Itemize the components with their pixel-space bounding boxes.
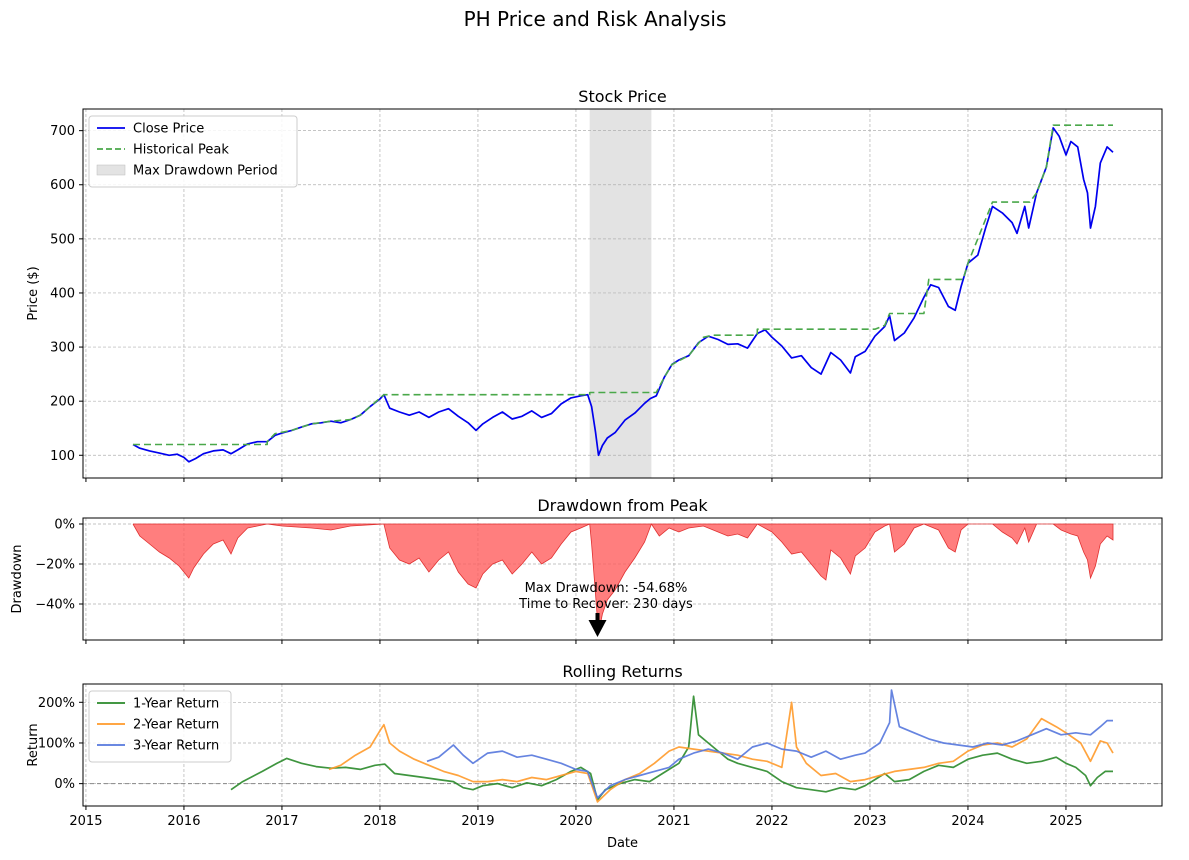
panel-title: Stock Price [578,87,666,106]
panel-title: Drawdown from Peak [537,496,708,515]
y-tick-label: 700 [50,124,75,139]
x-tick-label: 2019 [461,814,494,829]
legend-label: Historical Peak [133,143,229,158]
drawdown-area [132,523,1114,634]
y-tick-label: 200% [38,696,75,711]
y-axis-label: Drawdown [10,544,25,613]
y-tick-label: 100 [50,449,75,464]
legend: Close Price Historical Peak Max Drawdown P… [88,115,298,188]
y-tick-label: −20% [35,558,75,573]
series-line-0 [230,695,1113,801]
x-tick-label: 2015 [69,814,102,829]
panel-2: Drawdown from Peak 0% −20% −40% Drawdown Max … [10,496,1163,644]
legend-swatch [96,164,126,176]
y-tick-label: 100% [38,736,75,751]
legend-label: 3-Year Return [133,739,219,754]
plot-area [132,523,1114,634]
legend-box [88,115,298,188]
plot-frame [82,108,1163,479]
y-tick-label: 400 [50,286,75,301]
plot-frame [82,683,1163,807]
panel-3: Rolling Returns 0% 100% 200% 2015 2016 2017 201… [26,662,1163,851]
legend-label: 1-Year Return [133,697,219,712]
y-tick-label: 300 [50,341,75,356]
x-axis-label: Date [607,836,638,851]
panel-1: Stock Price 100 200 300 400 500 600 700 Price ($… [26,87,1163,482]
x-tick-label: 2021 [657,814,690,829]
y-tick-label: −40% [35,598,75,613]
plot-area [132,124,1114,463]
max-drawdown-span [589,109,652,478]
y-tick-label: 0% [54,518,75,533]
plot-area [83,689,1162,803]
series-line-2 [426,689,1113,799]
x-tick-label: 2017 [265,814,298,829]
x-tick-label: 2022 [755,814,788,829]
x-tick-label: 2018 [363,814,396,829]
annotation-max-drawdown: Max Drawdown: -54.68% [525,581,688,596]
series-line-0 [132,127,1114,463]
x-tick-label: 2025 [1049,814,1082,829]
figure-title: PH Price and Risk Analysis [464,7,727,31]
annotation-arrow-head [588,620,607,637]
x-tick-label: 2023 [853,814,886,829]
legend-label: 2-Year Return [133,718,219,733]
annotation-recover-days: Time to Recover: 230 days [518,597,693,612]
y-tick-label: 500 [50,232,75,247]
x-tick-label: 2016 [167,814,200,829]
y-tick-label: 600 [50,178,75,193]
y-axis-label: Price ($) [26,266,41,320]
y-axis-label: Return [26,723,41,766]
panel-title: Rolling Returns [562,662,682,681]
y-tick-label: 200 [50,395,75,410]
y-tick-label: 0% [54,777,75,792]
legend: 1-Year Return 2-Year Return 3-Year Return [88,690,232,763]
legend-label: Max Drawdown Period [133,164,278,179]
series-line-1 [133,124,1113,446]
x-tick-label: 2024 [951,814,984,829]
plot-frame [82,517,1163,641]
legend-label: Close Price [133,122,204,137]
x-tick-label: 2020 [559,814,592,829]
